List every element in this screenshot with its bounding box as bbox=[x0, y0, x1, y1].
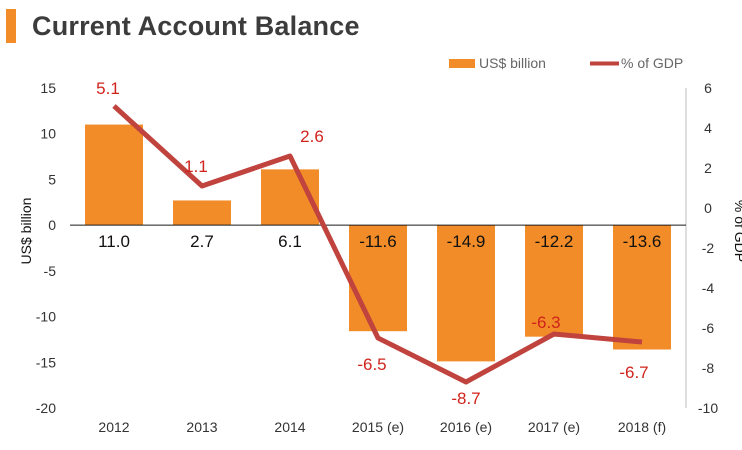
y2-tick-label: -8 bbox=[702, 360, 715, 376]
y-tick-label: 10 bbox=[40, 126, 56, 142]
legend-label-line: % of GDP bbox=[621, 55, 683, 71]
line-value-label: -8.7 bbox=[451, 389, 480, 408]
bar-value-label: -11.6 bbox=[359, 232, 397, 251]
x-tick-label: 2016 (e) bbox=[440, 419, 492, 435]
y-axis-title: US$ billion bbox=[18, 198, 34, 265]
bar-value-label: -14.9 bbox=[447, 232, 486, 251]
line-value-label: 5.1 bbox=[96, 79, 120, 98]
bar-data-labels: 11.0 2.7 6.1 -11.6 -14.9 -12.2 -13.6 bbox=[98, 232, 661, 251]
y-tick-label: 15 bbox=[40, 80, 56, 96]
y2-tick-label: -2 bbox=[702, 240, 715, 256]
x-tick-label: 2014 bbox=[274, 419, 305, 435]
y2-tick-label: 0 bbox=[704, 200, 712, 216]
title-bar: Current Account Balance bbox=[6, 8, 360, 44]
bar bbox=[525, 225, 583, 337]
y2-tick-label: 4 bbox=[704, 120, 712, 136]
bar-value-label: 11.0 bbox=[98, 232, 130, 251]
y2-tick-label: 6 bbox=[704, 80, 712, 96]
y-tick-label: 0 bbox=[48, 217, 56, 233]
line-value-label: 1.1 bbox=[184, 157, 208, 176]
y-tick-label: 5 bbox=[48, 171, 56, 187]
y2-tick-label: -4 bbox=[702, 280, 715, 296]
y-tick-label: -5 bbox=[44, 263, 57, 279]
y-tick-label: -20 bbox=[36, 400, 56, 416]
y2-tick-label: 2 bbox=[704, 160, 712, 176]
x-tick-label: 2015 (e) bbox=[352, 419, 404, 435]
y2-tick-label: -6 bbox=[702, 320, 715, 336]
y2-axis-title: % of GDP bbox=[732, 200, 742, 262]
bar bbox=[437, 225, 495, 362]
x-tick-label: 2017 (e) bbox=[528, 419, 580, 435]
line-value-label: -6.7 bbox=[619, 363, 648, 382]
x-axis-ticks: 2012 2013 2014 2015 (e) 2016 (e) 2017 (e) 2018… bbox=[98, 419, 666, 435]
y2-axis-ticks: 6 4 2 0 -2 -4 -6 -8 -10 bbox=[698, 80, 718, 416]
line-value-label: 2.6 bbox=[300, 127, 324, 146]
title-accent-bar bbox=[6, 9, 16, 43]
bar bbox=[173, 200, 231, 226]
bar-series bbox=[85, 124, 671, 362]
line-value-label: -6.5 bbox=[357, 355, 386, 374]
legend: US$ billion % of GDP bbox=[449, 55, 683, 71]
line-data-labels: 5.1 1.1 2.6 -6.5 -8.7 -6.3 -6.7 bbox=[96, 79, 648, 408]
x-tick-label: 2013 bbox=[186, 419, 217, 435]
bar bbox=[349, 225, 407, 332]
line-value-label: -6.3 bbox=[531, 313, 560, 332]
y-axis-ticks: 15 10 5 0 -5 -10 -15 -20 bbox=[36, 80, 56, 416]
page-title: Current Account Balance bbox=[32, 10, 360, 41]
y2-tick-label: -10 bbox=[698, 400, 718, 416]
y-tick-label: -10 bbox=[36, 309, 56, 325]
bar bbox=[613, 225, 671, 350]
x-tick-label: 2018 (f) bbox=[618, 419, 666, 435]
y-tick-label: -15 bbox=[36, 354, 56, 370]
gdp-line bbox=[112, 104, 643, 385]
bar-value-label: -13.6 bbox=[623, 232, 662, 251]
legend-swatch-bar bbox=[449, 59, 475, 68]
bar bbox=[85, 124, 143, 226]
bar-value-label: 2.7 bbox=[190, 232, 214, 251]
x-tick-label: 2012 bbox=[98, 419, 129, 435]
legend-label-bar: US$ billion bbox=[479, 55, 546, 71]
bar-value-label: -12.2 bbox=[535, 232, 574, 251]
bar-value-label: 6.1 bbox=[278, 232, 302, 251]
